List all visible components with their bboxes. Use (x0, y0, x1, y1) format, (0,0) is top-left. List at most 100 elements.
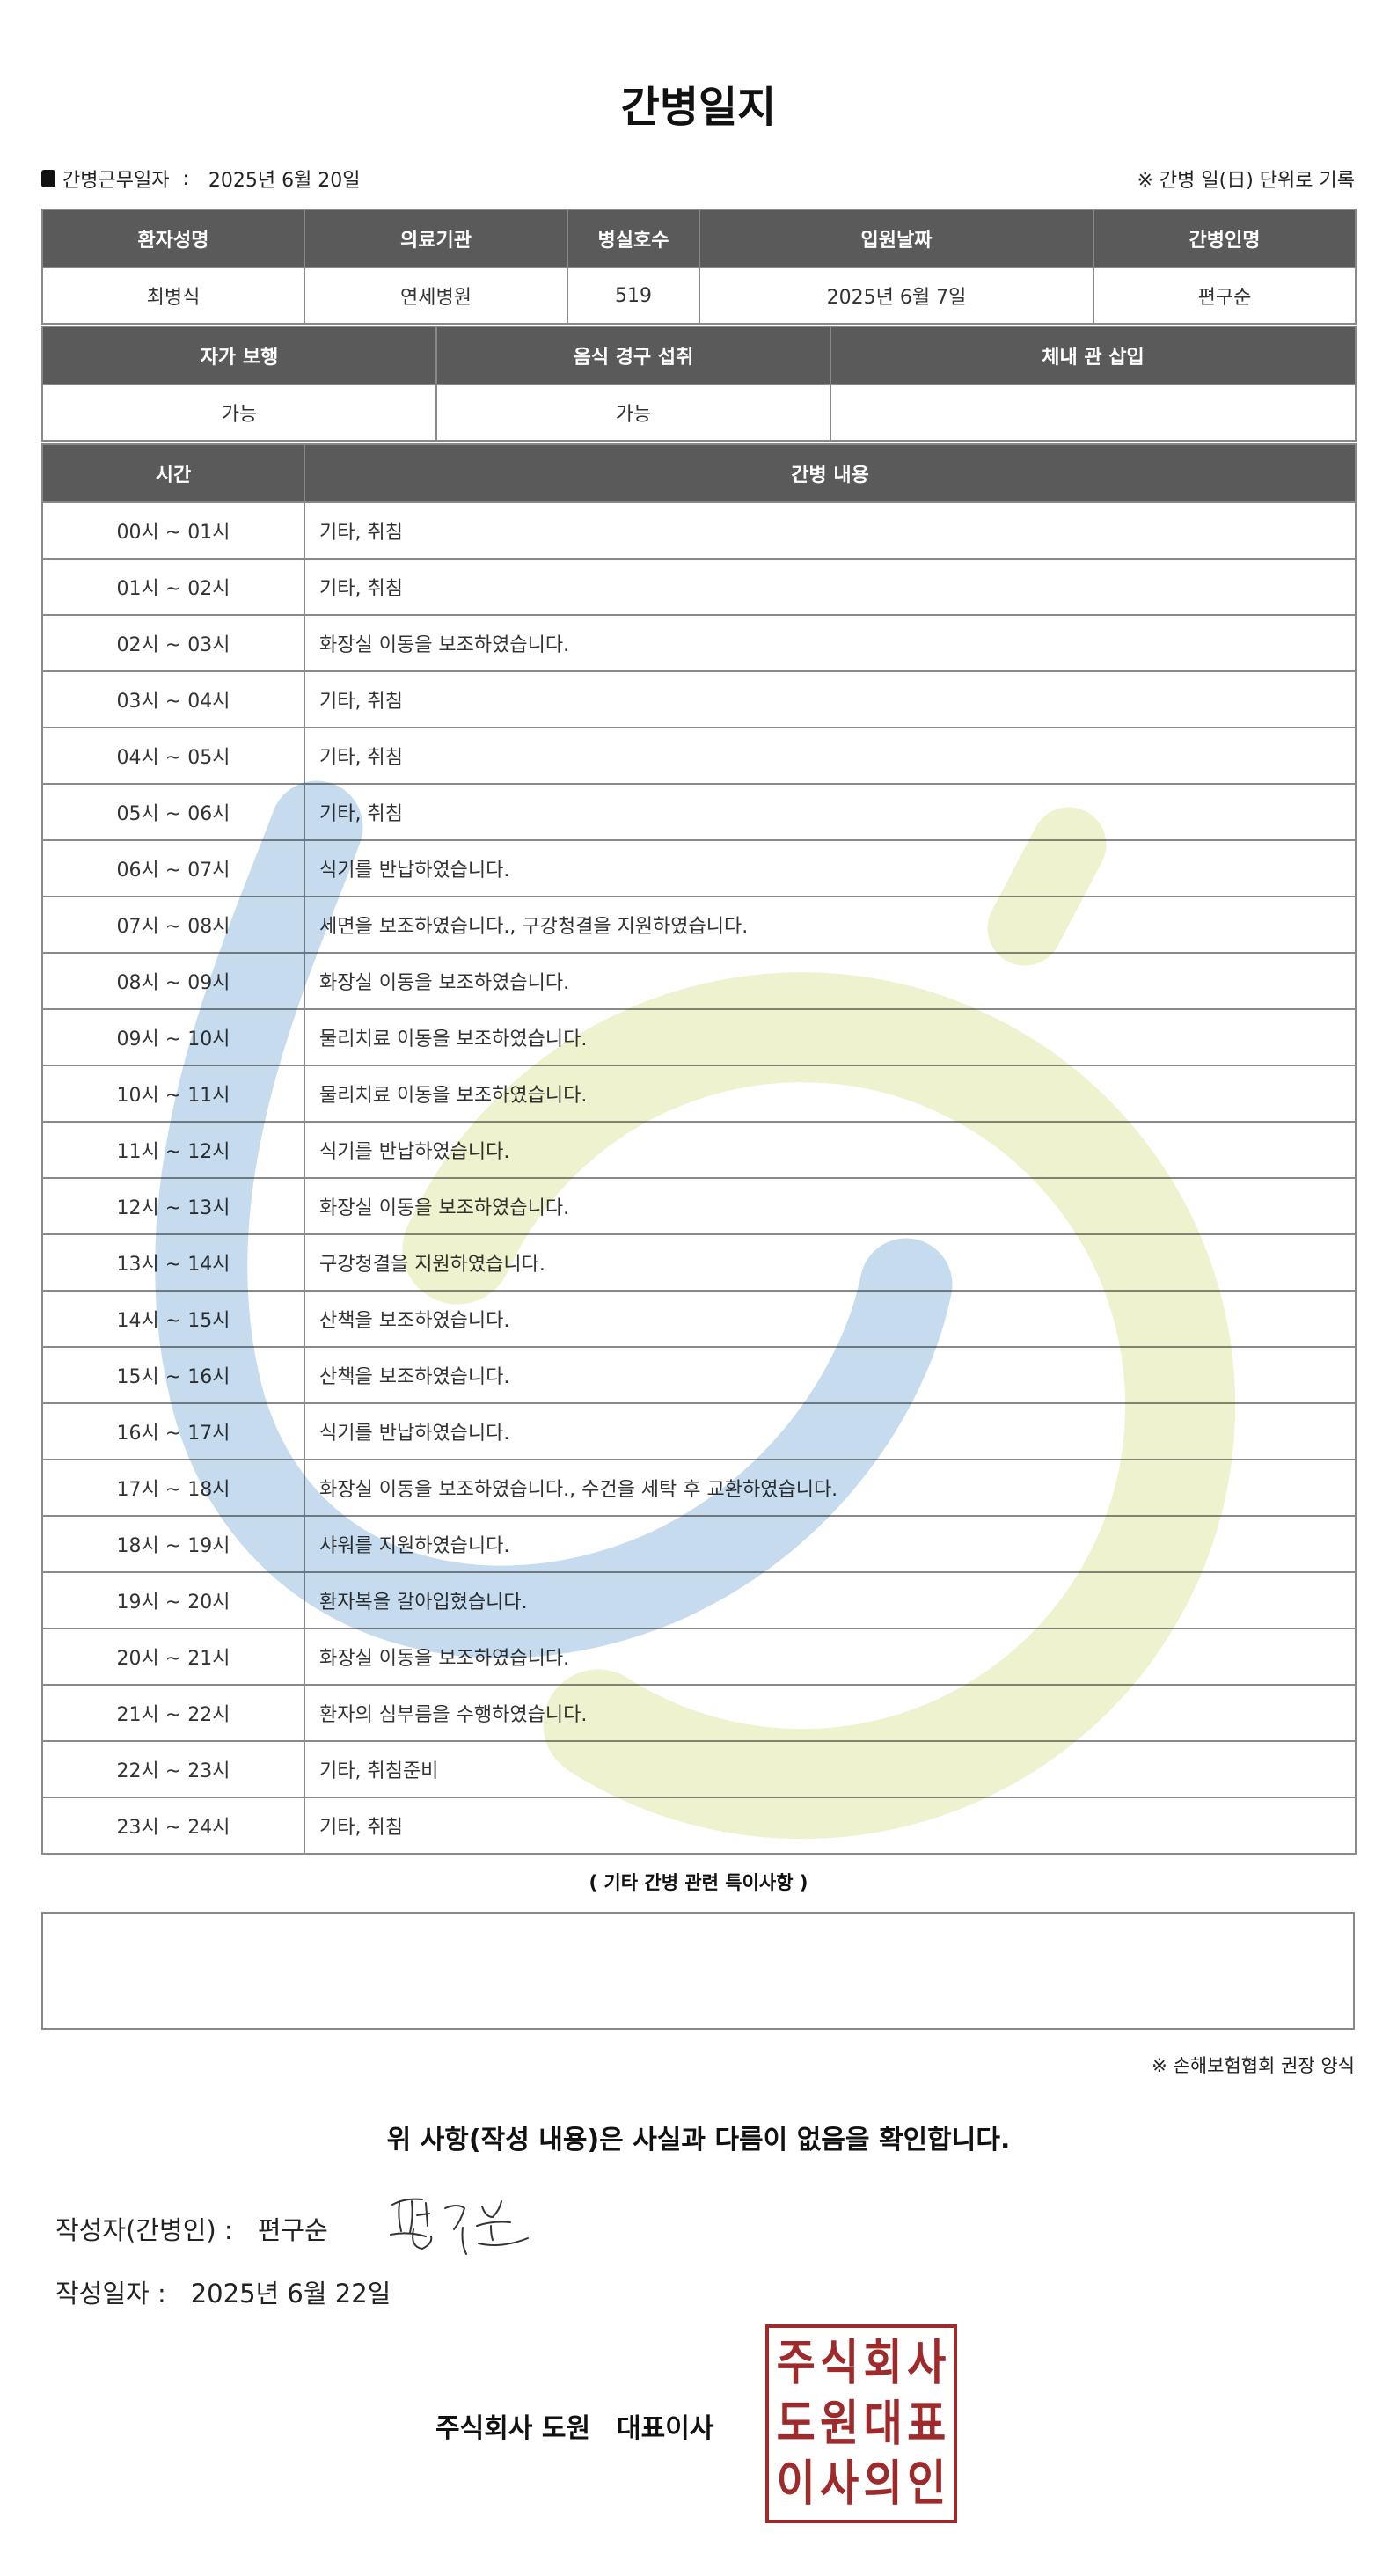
log-row: 07시 ~ 08시 세면을 보조하였습니다., 구강청결을 지원하였습니다. (41, 896, 1357, 954)
log-content: 환자복을 갈아입혔습니다. (304, 1571, 1357, 1629)
caregiver-name: 편구순 (1093, 267, 1357, 325)
square-bullet-icon (41, 170, 55, 187)
writer-name: 편구순 (257, 2215, 328, 2245)
care-log-table: 시간 간병 내용 00시 ~ 01시 기타, 취침 01시 ~ 02시 기타, 취침 0… (41, 443, 1357, 1855)
header-hospital: 의료기관 (304, 209, 568, 268)
oral-intake-value: 가능 (435, 384, 831, 442)
header-patient-name: 환자성명 (41, 209, 305, 268)
stamp-character: 사 (907, 2334, 947, 2392)
log-content: 화장실 이동을 보조하였습니다. (304, 1628, 1357, 1686)
written-date-label: 작성일자 : (55, 2279, 166, 2309)
log-content: 식기를 반납하였습니다. (304, 1402, 1357, 1460)
log-time: 04시 ~ 05시 (41, 727, 305, 785)
company-role: 대표이사 (617, 2413, 714, 2444)
log-time: 08시 ~ 09시 (41, 952, 305, 1010)
header-room: 병실호수 (567, 209, 700, 268)
confirmation-statement: 위 사항(작성 내용)은 사실과 다름이 없음을 확인합니다. (386, 2125, 1011, 2155)
log-row: 12시 ~ 13시 화장실 이동을 보조하였습니다. (41, 1177, 1357, 1235)
header-time: 시간 (41, 443, 305, 503)
log-content: 환자의 심부름을 수행하였습니다. (304, 1684, 1357, 1742)
log-content: 식기를 반납하였습니다. (304, 839, 1357, 897)
company-name: 주식회사 도원 (435, 2413, 591, 2444)
log-row: 16시 ~ 17시 식기를 반납하였습니다. (41, 1402, 1357, 1460)
log-row: 08시 ~ 09시 화장실 이동을 보조하였습니다. (41, 952, 1357, 1010)
log-time: 10시 ~ 11시 (41, 1065, 305, 1123)
log-time: 14시 ~ 15시 (41, 1290, 305, 1348)
log-time: 03시 ~ 04시 (41, 670, 305, 728)
log-time: 23시 ~ 24시 (41, 1797, 305, 1855)
log-content: 샤워를 지원하였습니다. (304, 1515, 1357, 1573)
log-content: 기타, 취침 (304, 783, 1357, 841)
log-row: 20시 ~ 21시 화장실 이동을 보조하였습니다. (41, 1628, 1357, 1686)
header-admission-date: 입원날짜 (698, 209, 1094, 268)
log-content: 기타, 취침 (304, 558, 1357, 616)
special-notes-label: ( 기타 간병 관련 특이사항 ) (589, 1872, 808, 1893)
header-tube-insertion: 체내 관 삽입 (830, 326, 1357, 385)
header-walking: 자가 보행 (41, 326, 437, 385)
log-row: 09시 ~ 10시 물리치료 이동을 보조하였습니다. (41, 1008, 1357, 1066)
log-time: 18시 ~ 19시 (41, 1515, 305, 1573)
stamp-character: 표 (907, 2395, 947, 2452)
log-content: 식기를 반납하였습니다. (304, 1121, 1357, 1179)
written-date-line: 작성일자 : 2025년 6월 22일 (55, 2273, 391, 2310)
work-date-label: 간병근무일자 (62, 170, 170, 192)
log-time: 05시 ~ 06시 (41, 783, 305, 841)
writer-label: 작성자(간병인) : (55, 2215, 233, 2245)
header-care-content: 간병 내용 (304, 443, 1357, 503)
log-row: 00시 ~ 01시 기타, 취침 (41, 501, 1357, 560)
log-row: 02시 ~ 03시 화장실 이동을 보조하였습니다. (41, 614, 1357, 672)
stamp-character: 주 (776, 2334, 816, 2392)
log-time: 09시 ~ 10시 (41, 1008, 305, 1066)
tube-insertion-value (830, 384, 1357, 442)
status-table: 자가 보행 음식 경구 섭취 체내 관 삽입 가능 가능 (41, 326, 1357, 442)
log-row: 01시 ~ 02시 기타, 취침 (41, 558, 1357, 616)
log-time: 12시 ~ 13시 (41, 1177, 305, 1235)
log-time: 02시 ~ 03시 (41, 614, 305, 672)
log-time: 17시 ~ 18시 (41, 1459, 305, 1517)
log-time: 19시 ~ 20시 (41, 1571, 305, 1629)
company-signoff: 주식회사 도원 대표이사 (435, 2406, 713, 2445)
work-date-value: 2025년 6월 20일 (208, 170, 361, 192)
log-time: 20시 ~ 21시 (41, 1628, 305, 1686)
admission-date: 2025년 6월 7일 (698, 267, 1094, 325)
log-content: 화장실 이동을 보조하였습니다. (304, 614, 1357, 672)
stamp-character: 의 (863, 2455, 903, 2513)
colon: : (176, 167, 201, 190)
log-content: 기타, 취침 (304, 670, 1357, 728)
log-row: 06시 ~ 07시 식기를 반납하였습니다. (41, 839, 1357, 897)
stamp-character: 원 (820, 2395, 859, 2452)
page-title: 간병일지 (620, 83, 777, 132)
log-content: 물리치료 이동을 보조하였습니다. (304, 1065, 1357, 1123)
log-time: 21시 ~ 22시 (41, 1684, 305, 1742)
log-time: 16시 ~ 17시 (41, 1402, 305, 1460)
log-row: 15시 ~ 16시 산책을 보조하였습니다. (41, 1346, 1357, 1404)
stamp-character: 식 (820, 2334, 859, 2392)
log-content: 화장실 이동을 보조하였습니다. (304, 1177, 1357, 1235)
log-content: 화장실 이동을 보조하였습니다. (304, 952, 1357, 1010)
header-oral-intake: 음식 경구 섭취 (435, 326, 831, 385)
log-row: 21시 ~ 22시 환자의 심부름을 수행하였습니다. (41, 1684, 1357, 1742)
log-content: 산책을 보조하였습니다. (304, 1290, 1357, 1348)
log-row: 18시 ~ 19시 샤워를 지원하였습니다. (41, 1515, 1357, 1573)
header-caregiver-name: 간병인명 (1093, 209, 1357, 268)
log-content: 기타, 취침준비 (304, 1740, 1357, 1798)
log-row: 14시 ~ 15시 산책을 보조하였습니다. (41, 1290, 1357, 1348)
writer-line: 작성자(간병인) : 편구순 (55, 2210, 328, 2247)
handwritten-signature (390, 2198, 529, 2255)
stamp-character: 대 (863, 2395, 903, 2452)
log-content: 기타, 취침 (304, 501, 1357, 560)
stamp-character: 회 (863, 2334, 903, 2392)
log-row: 22시 ~ 23시 기타, 취침준비 (41, 1740, 1357, 1798)
log-content: 기타, 취침 (304, 1797, 1357, 1855)
work-date-line: 간병근무일자 : 2025년 6월 20일 (41, 165, 361, 193)
log-content: 물리치료 이동을 보조하였습니다. (304, 1008, 1357, 1066)
log-row: 10시 ~ 11시 물리치료 이동을 보조하였습니다. (41, 1065, 1357, 1123)
room-number: 519 (567, 267, 700, 325)
patient-table: 환자성명 의료기관 병실호수 입원날짜 간병인명 최병식 연세병원 519 20… (41, 209, 1357, 325)
log-row: 19시 ~ 20시 환자복을 갈아입혔습니다. (41, 1571, 1357, 1629)
log-content: 세면을 보조하였습니다., 구강청결을 지원하였습니다. (304, 896, 1357, 954)
log-time: 01시 ~ 02시 (41, 558, 305, 616)
form-source-note: ※ 손해보험협회 권장 양식 (1152, 2055, 1355, 2076)
log-content: 화장실 이동을 보조하였습니다., 수건을 세탁 후 교환하였습니다. (304, 1459, 1357, 1517)
